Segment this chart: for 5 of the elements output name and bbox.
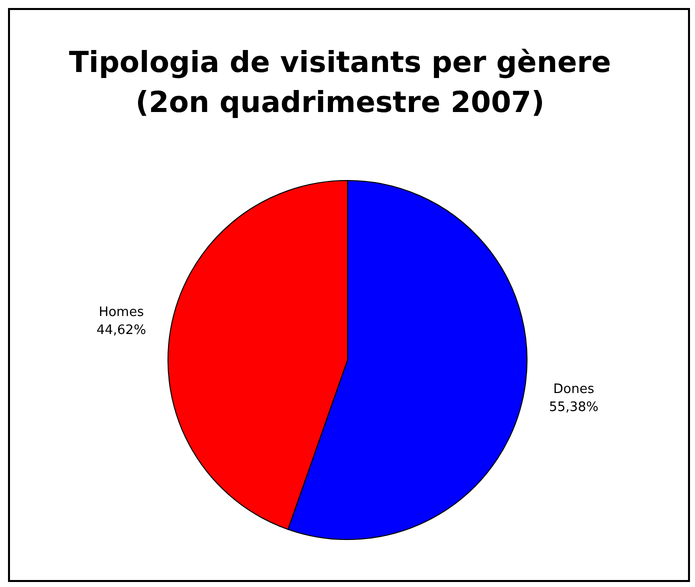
data-label: 44,62% — [96, 322, 146, 338]
slice-label: Dones — [553, 382, 594, 397]
data-label: 55,38% — [548, 400, 599, 415]
slice-label: Homes — [98, 304, 144, 320]
chart-title: Tipologia de visitants per gènere (2on quadrimestre 2007) — [68, 44, 612, 121]
